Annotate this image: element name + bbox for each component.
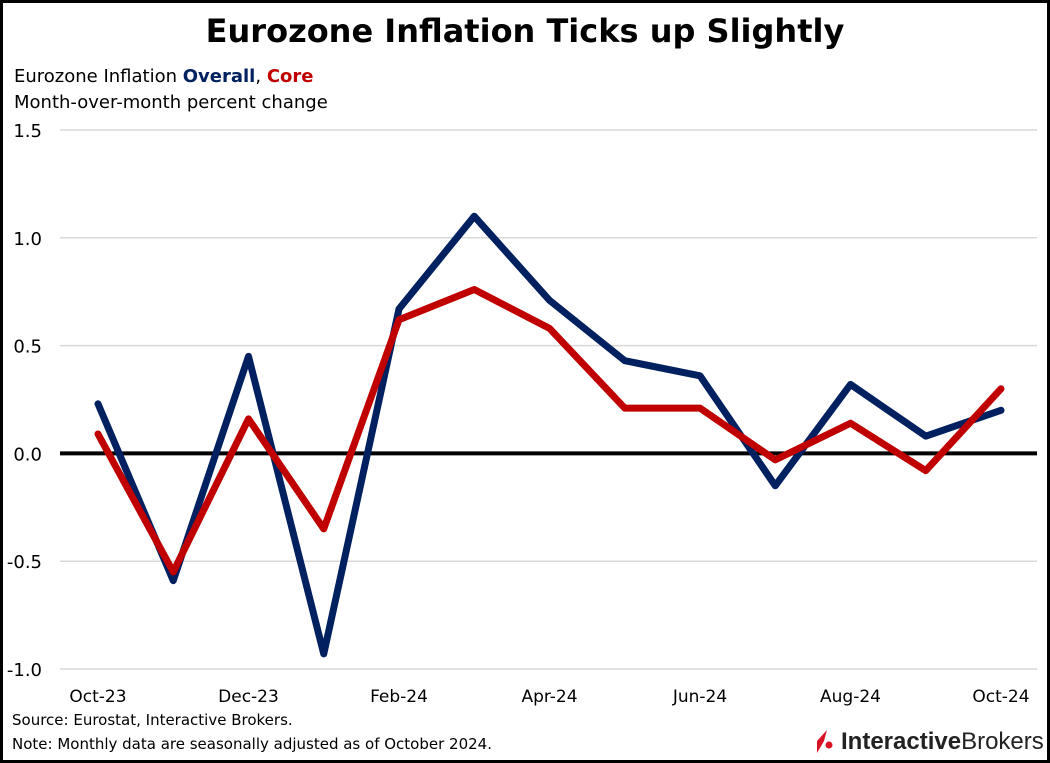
x-tick-label: Feb-24 [370, 687, 428, 707]
logo-text-bold: Interactive [841, 728, 962, 755]
chart-units: Month-over-month percent change [14, 92, 328, 113]
subtitle-separator: , [255, 66, 267, 87]
subtitle-prefix: Eurozone Inflation [14, 66, 183, 87]
x-tick-label: Dec-23 [218, 687, 279, 707]
y-tick-label: 0.5 [13, 337, 42, 358]
x-tick-label: Oct-23 [69, 687, 126, 707]
interactive-brokers-logo: Interactive Brokers [815, 728, 1044, 756]
x-tick-label: Jun-24 [672, 687, 727, 707]
chart-subtitle: Eurozone Inflation Overall, Core [14, 66, 313, 87]
y-tick-label: -1.0 [7, 660, 42, 681]
logo-text: Brokers [961, 728, 1044, 755]
series-line-core [94, 286, 1005, 576]
y-tick-label: -0.5 [7, 552, 42, 573]
source-note: Source: Eurostat, Interactive Brokers. [12, 711, 293, 729]
x-tick-label: Aug-24 [820, 687, 881, 707]
y-tick-label: 1.0 [13, 229, 42, 250]
logo-mark-icon [817, 730, 833, 753]
legend-overall: Overall [182, 66, 256, 87]
y-tick-label: 0.0 [13, 444, 42, 465]
x-tick-label: Apr-24 [521, 687, 577, 707]
x-tick-label: Oct-24 [972, 687, 1029, 707]
y-tick-label: 1.5 [13, 121, 42, 142]
data-note: Note: Monthly data are seasonally adjust… [12, 735, 492, 753]
chart-title: Eurozone Inflation Ticks up Slightly [205, 12, 845, 50]
legend-core: Core [266, 66, 314, 87]
